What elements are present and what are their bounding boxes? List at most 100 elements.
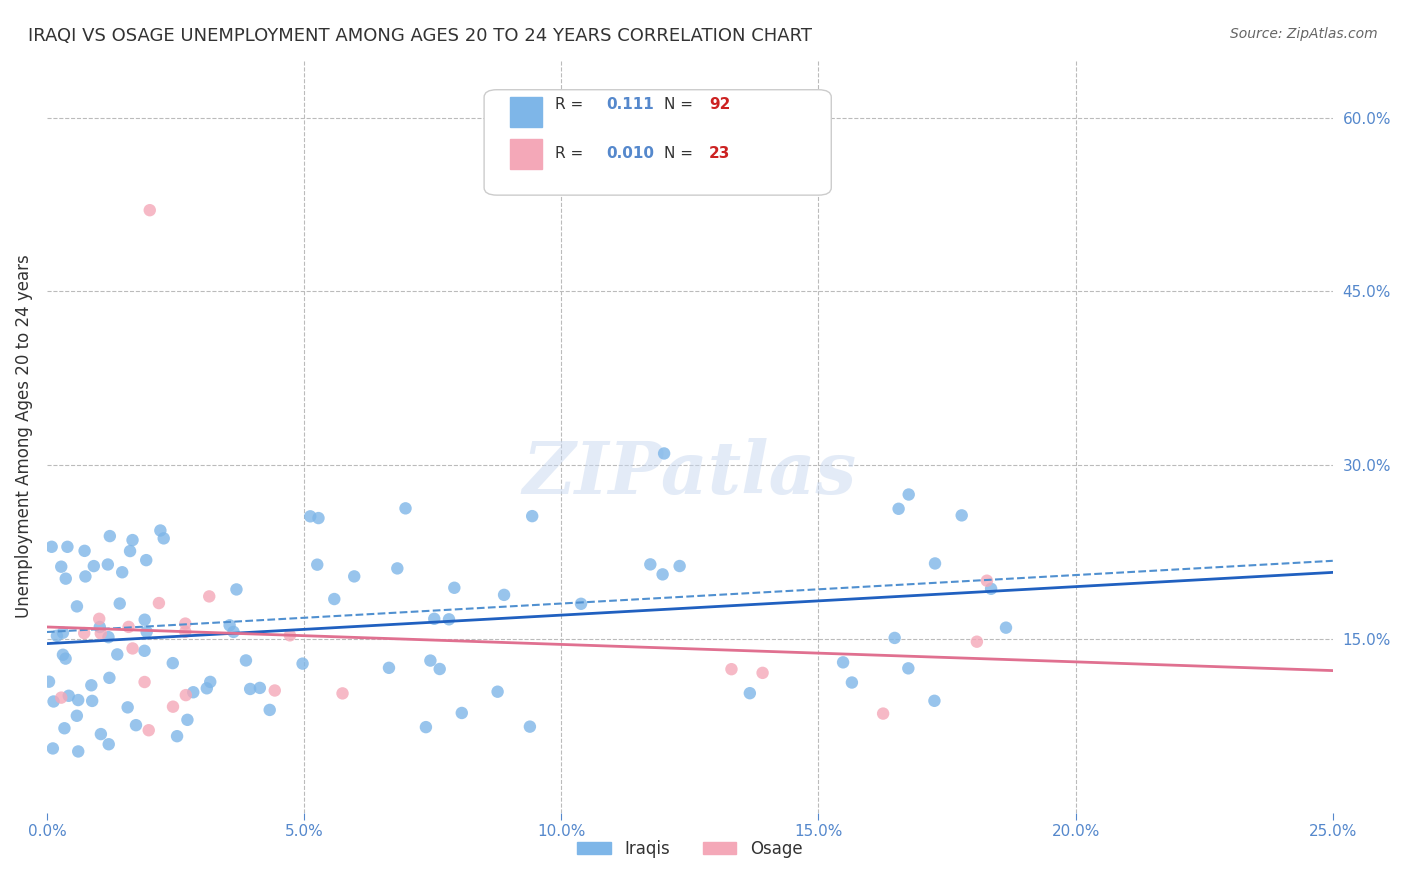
- Text: N =: N =: [664, 97, 693, 112]
- Osage: [198, 590, 221, 604]
- Iraqis: [73, 544, 96, 558]
- Iraqis: [249, 681, 271, 695]
- Iraqis: [419, 654, 441, 668]
- Osage: [174, 624, 197, 639]
- Iraqis: [443, 581, 465, 595]
- Iraqis: [58, 689, 80, 703]
- Osage: [73, 626, 96, 640]
- Osage: [148, 596, 170, 610]
- Iraqis: [883, 631, 905, 645]
- Osage: [174, 616, 197, 631]
- Osage: [332, 686, 354, 700]
- Osage: [134, 675, 156, 690]
- Osage: [751, 665, 773, 680]
- Iraqis: [111, 566, 134, 580]
- Iraqis: [519, 720, 541, 734]
- Iraqis: [82, 694, 104, 708]
- Osage: [966, 634, 988, 648]
- Iraqis: [486, 684, 509, 698]
- Iraqis: [105, 648, 128, 662]
- Iraqis: [52, 625, 75, 640]
- Text: N =: N =: [664, 146, 693, 161]
- Iraqis: [51, 559, 73, 574]
- Iraqis: [41, 540, 63, 554]
- Iraqis: [450, 706, 472, 720]
- Iraqis: [429, 662, 451, 676]
- Iraqis: [89, 620, 111, 634]
- Iraqis: [343, 569, 366, 583]
- Iraqis: [90, 727, 112, 741]
- Iraqis: [299, 509, 322, 524]
- Iraqis: [291, 657, 314, 671]
- Iraqis: [307, 558, 329, 572]
- Iraqis: [924, 694, 946, 708]
- Osage: [90, 626, 112, 640]
- Iraqis: [97, 558, 120, 572]
- Iraqis: [121, 533, 143, 547]
- Iraqis: [423, 612, 446, 626]
- Text: 92: 92: [709, 97, 731, 112]
- Iraqis: [652, 446, 675, 460]
- Iraqis: [980, 582, 1002, 596]
- Text: R =: R =: [555, 97, 583, 112]
- Iraqis: [67, 744, 90, 758]
- Iraqis: [149, 524, 172, 538]
- Iraqis: [83, 559, 105, 574]
- Iraqis: [494, 588, 516, 602]
- Osage: [162, 699, 184, 714]
- Iraqis: [53, 721, 76, 735]
- Iraqis: [97, 737, 120, 751]
- Iraqis: [897, 487, 920, 501]
- Iraqis: [66, 599, 89, 614]
- Text: R =: R =: [555, 146, 583, 161]
- Iraqis: [176, 713, 198, 727]
- Iraqis: [135, 624, 157, 639]
- Iraqis: [108, 597, 131, 611]
- Iraqis: [651, 567, 673, 582]
- Iraqis: [738, 686, 761, 700]
- Iraqis: [378, 661, 401, 675]
- Osage: [976, 574, 998, 588]
- Iraqis: [239, 681, 262, 696]
- Iraqis: [162, 656, 184, 670]
- Iraqis: [897, 661, 920, 675]
- Iraqis: [259, 703, 281, 717]
- Text: Source: ZipAtlas.com: Source: ZipAtlas.com: [1230, 27, 1378, 41]
- Iraqis: [98, 529, 121, 543]
- Osage: [139, 203, 162, 218]
- Iraqis: [125, 718, 148, 732]
- Osage: [872, 706, 894, 721]
- Osage: [720, 662, 742, 676]
- Iraqis: [200, 674, 222, 689]
- Iraqis: [56, 540, 79, 554]
- Iraqis: [80, 678, 103, 692]
- Iraqis: [308, 511, 330, 525]
- Iraqis: [841, 675, 863, 690]
- Iraqis: [924, 557, 946, 571]
- Osage: [138, 723, 160, 738]
- Iraqis: [166, 729, 188, 743]
- Iraqis: [52, 648, 75, 662]
- Iraqis: [225, 582, 247, 597]
- Iraqis: [135, 553, 157, 567]
- Legend: Iraqis, Osage: Iraqis, Osage: [571, 833, 808, 864]
- Iraqis: [134, 613, 156, 627]
- Iraqis: [45, 629, 67, 643]
- Iraqis: [181, 685, 204, 699]
- Iraqis: [152, 532, 174, 546]
- Osage: [89, 612, 111, 626]
- Osage: [51, 690, 73, 705]
- Iraqis: [42, 694, 65, 708]
- Iraqis: [195, 681, 218, 696]
- Iraqis: [887, 501, 910, 516]
- Iraqis: [218, 618, 240, 632]
- Iraqis: [950, 508, 973, 523]
- Iraqis: [98, 671, 121, 685]
- Iraqis: [75, 569, 97, 583]
- Iraqis: [437, 612, 460, 626]
- Iraqis: [97, 630, 120, 644]
- Iraqis: [394, 501, 416, 516]
- Osage: [174, 688, 197, 702]
- Iraqis: [55, 651, 77, 665]
- Text: IRAQI VS OSAGE UNEMPLOYMENT AMONG AGES 20 TO 24 YEARS CORRELATION CHART: IRAQI VS OSAGE UNEMPLOYMENT AMONG AGES 2…: [28, 27, 813, 45]
